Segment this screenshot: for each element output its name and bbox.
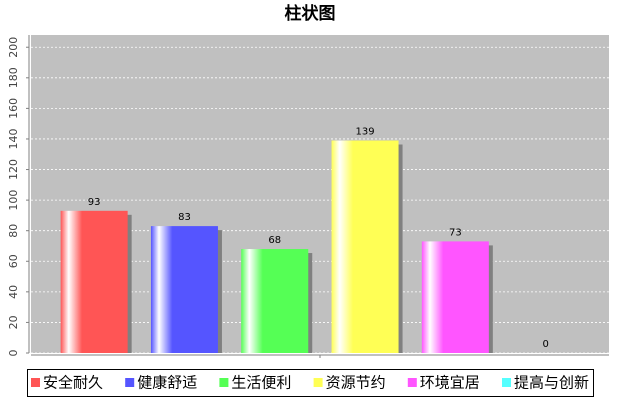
- legend-swatch: [502, 378, 511, 387]
- bar: [241, 249, 309, 353]
- legend-label: 提高与创新: [514, 374, 589, 392]
- legend-label: 生活便利: [231, 374, 291, 392]
- bar: [150, 226, 218, 353]
- bar: [60, 210, 128, 353]
- legend-swatch: [219, 378, 229, 387]
- legend-swatch: [125, 378, 135, 387]
- value-label: 83: [178, 212, 191, 223]
- value-label: 93: [88, 197, 101, 208]
- y-tick-label: 180: [7, 67, 20, 88]
- chart-title: 柱状图: [285, 3, 336, 24]
- y-tick-label: 0: [7, 350, 20, 357]
- y-tick-label: 40: [7, 285, 20, 299]
- legend-label: 安全耐久: [43, 374, 103, 392]
- legend-swatch: [407, 378, 417, 387]
- y-tick-label: 80: [7, 224, 20, 238]
- legend-label: 健康舒适: [137, 374, 197, 392]
- legend-label: 环境宜居: [420, 374, 480, 392]
- legend-swatch: [31, 378, 40, 387]
- y-tick-label: 140: [7, 128, 20, 149]
- y-tick-label: 100: [7, 190, 20, 211]
- value-label: 139: [356, 126, 375, 137]
- bar: [331, 140, 399, 353]
- bar: [421, 241, 489, 353]
- value-label: 0: [542, 339, 548, 350]
- y-tick-label: 60: [7, 254, 20, 268]
- y-tick-label: 20: [7, 315, 20, 329]
- legend-label: 资源节约: [326, 374, 386, 392]
- y-tick-label: 200: [7, 37, 20, 58]
- legend: [27, 369, 594, 397]
- value-label: 73: [449, 227, 462, 238]
- y-tick-label: 120: [7, 159, 20, 180]
- value-label: 68: [268, 235, 281, 246]
- legend-swatch: [313, 378, 323, 387]
- y-tick-label: 160: [7, 98, 20, 119]
